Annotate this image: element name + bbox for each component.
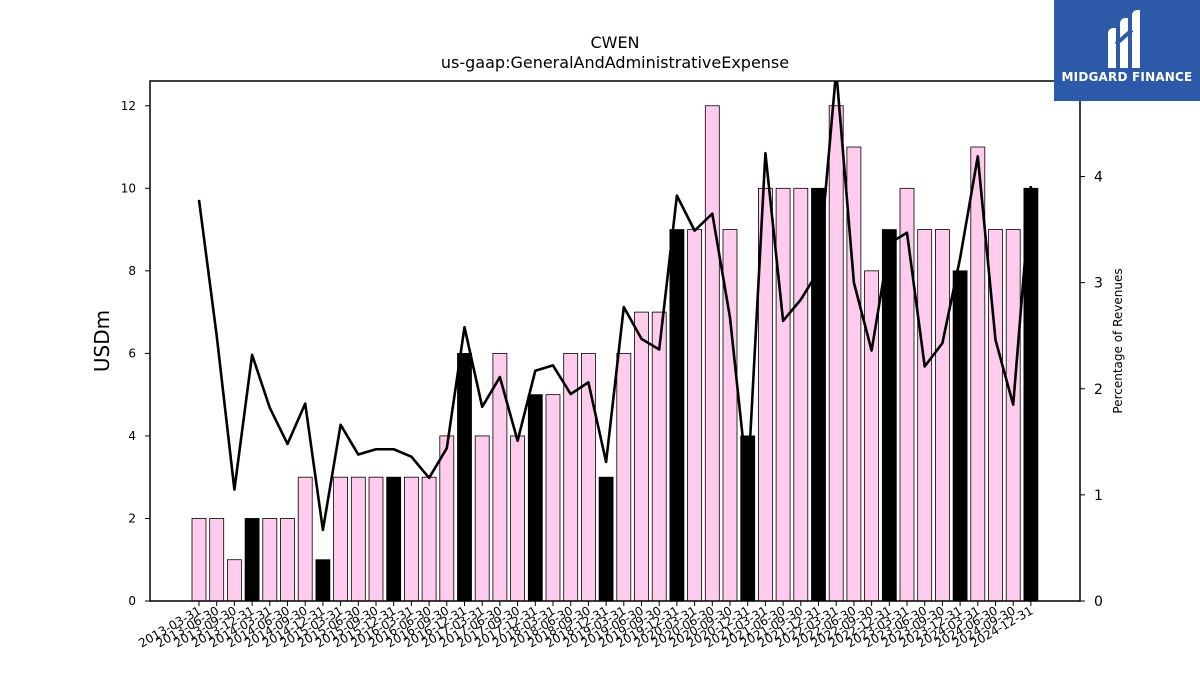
y-tick-label: 2 <box>128 511 136 525</box>
bar-2014-06-30 <box>280 518 295 602</box>
percentage-line <box>197 81 1033 532</box>
bar-2019-09-30 <box>651 311 667 602</box>
y2-tick-label: 1 <box>1094 488 1103 504</box>
bar-2013-03-31 <box>191 518 207 602</box>
bar-2020-03-31 <box>687 229 702 602</box>
bar-2021-12-31 <box>811 187 826 602</box>
bar-2021-06-30 <box>775 187 791 602</box>
bar-2017-03-31 <box>474 435 490 602</box>
bar-2019-03-31 <box>616 352 632 602</box>
bar-2018-09-30 <box>581 352 596 602</box>
logo-mark-icon <box>1108 10 1140 68</box>
bar-2014-09-30 <box>297 476 313 602</box>
line-series-group <box>197 81 1033 532</box>
y2-tick-label: 4 <box>1094 170 1103 186</box>
bar-2023-03-31 <box>899 187 915 602</box>
bars-group <box>191 105 1039 602</box>
bar-2023-09-30 <box>935 229 950 602</box>
y2-tick-label: 0 <box>1094 594 1103 610</box>
bar-2013-12-31 <box>244 518 260 602</box>
y-tick-label: 10 <box>121 181 136 195</box>
bar-2023-12-31 <box>952 270 968 602</box>
logo-text: MIDGARD FINANCE <box>1061 70 1193 84</box>
bar-2015-12-31 <box>386 476 402 602</box>
y2-tick-label: 2 <box>1094 382 1103 398</box>
bar-2015-03-31 <box>333 476 349 602</box>
bar-2013-06-30 <box>209 518 225 602</box>
midgard-finance-logo: MIDGARD FINANCE <box>1054 0 1200 101</box>
bar-2021-09-30 <box>793 187 809 602</box>
plot-frame <box>149 80 1081 602</box>
bar-2014-12-31 <box>315 559 331 602</box>
bar-2019-12-31 <box>669 229 685 602</box>
bar-2022-03-31 <box>828 105 844 602</box>
y-tick-label: 4 <box>128 429 136 443</box>
y-tick-label: 6 <box>128 346 136 360</box>
bar-2016-03-31 <box>403 476 419 602</box>
y-axis-label: USDm <box>90 310 114 372</box>
axes-group: 024681012012342013-03-312013-06-302013-0… <box>121 80 1103 650</box>
bar-2017-09-30 <box>510 435 526 602</box>
bar-2016-09-30 <box>439 435 455 602</box>
bar-2013-09-30 <box>226 559 242 602</box>
y2-tick-label: 3 <box>1094 276 1103 292</box>
bar-2024-09-30 <box>1005 229 1021 602</box>
bar-2019-06-30 <box>634 311 649 602</box>
bar-2016-12-31 <box>457 352 472 602</box>
bar-2022-12-31 <box>881 229 897 602</box>
bar-2018-12-31 <box>598 476 614 602</box>
bar-2014-03-31 <box>262 518 278 602</box>
y-tick-label: 12 <box>121 99 136 113</box>
bar-2018-03-31 <box>545 394 561 602</box>
bar-2023-06-30 <box>917 229 933 602</box>
y-tick-label: 0 <box>128 594 136 608</box>
bar-2020-06-30 <box>704 105 720 602</box>
bar-2015-06-30 <box>350 476 366 602</box>
chart-title: CWEN <box>590 33 639 52</box>
y-tick-label: 8 <box>128 264 136 278</box>
chart-subtitle: us-gaap:GeneralAndAdministrativeExpense <box>441 53 789 72</box>
bar-2017-12-31 <box>527 394 543 602</box>
bar-2016-06-30 <box>421 476 437 602</box>
y2-axis-label: Percentage of Revenues <box>1111 268 1125 413</box>
bar-2015-09-30 <box>368 476 384 602</box>
